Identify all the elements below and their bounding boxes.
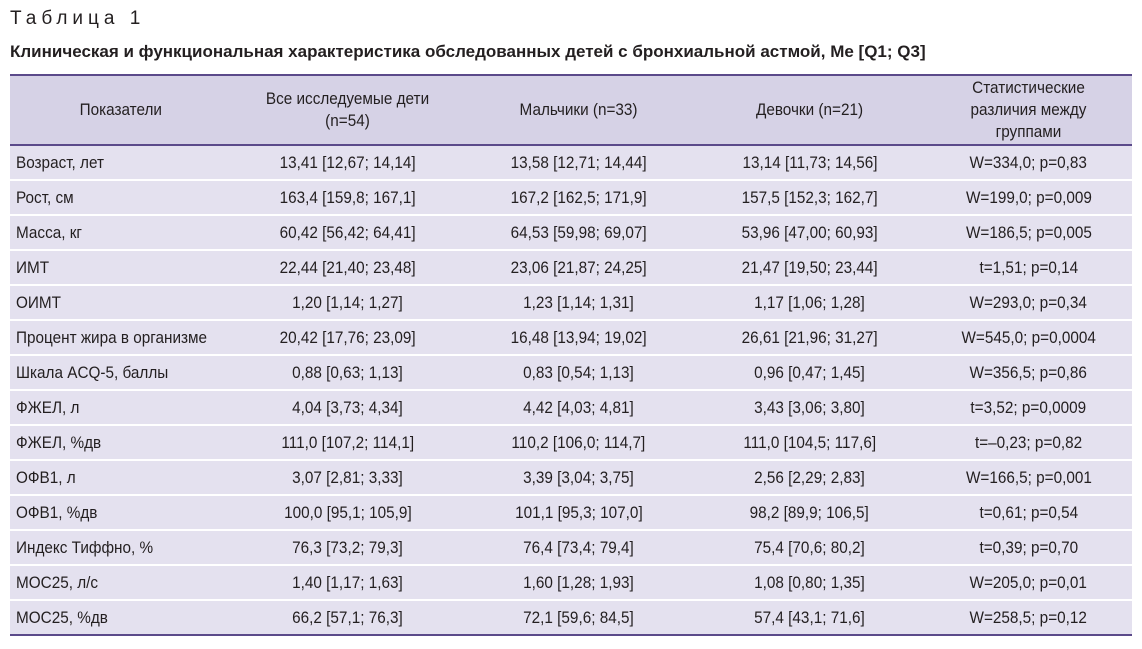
row-label: ОФВ1, %дв	[10, 495, 232, 531]
cell-statistics: W=199,0; p=0,009	[925, 180, 1132, 216]
cell-all-children: 3,07 [2,81; 3,33]	[232, 460, 463, 496]
cell-all-children: 76,3 [73,2; 79,3]	[232, 530, 463, 566]
column-header-indicators: Показатели	[10, 74, 232, 146]
row-label: Шкала ACQ-5, баллы	[10, 355, 232, 391]
cell-all-children: 4,04 [3,73; 4,34]	[232, 390, 463, 426]
cell-all-children: 1,40 [1,17; 1,63]	[232, 565, 463, 601]
cell-boys: 13,58 [12,71; 14,44]	[463, 145, 694, 181]
column-header-boys: Мальчики (n=33)	[463, 74, 694, 146]
table-row: ИМТ 22,44 [21,40; 23,48] 23,06 [21,87; 24,…	[10, 250, 1132, 286]
cell-all-children: 0,88 [0,63; 1,13]	[232, 355, 463, 391]
cell-girls: 53,96 [47,00; 60,93]	[694, 215, 925, 251]
cell-girls: 1,08 [0,80; 1,35]	[694, 565, 925, 601]
cell-boys: 76,4 [73,4; 79,4]	[463, 530, 694, 566]
cell-boys: 101,1 [95,3; 107,0]	[463, 495, 694, 531]
table-header: Показатели Все исследуемые дети (n=54) М…	[10, 74, 1132, 146]
data-table: Показатели Все исследуемые дети (n=54) М…	[10, 74, 1132, 636]
row-label: ФЖЕЛ, л	[10, 390, 232, 426]
table-row: Рост, см 163,4 [159,8; 167,1] 167,2 [162,5…	[10, 180, 1132, 216]
table-number: Таблица 1	[10, 8, 146, 29]
cell-all-children: 13,41 [12,67; 14,14]	[232, 145, 463, 181]
cell-girls: 111,0 [104,5; 117,6]	[694, 425, 925, 461]
table-row: Масса, кг 60,42 [56,42; 64,41] 64,53 [59,9…	[10, 215, 1132, 251]
cell-girls: 75,4 [70,6; 80,2]	[694, 530, 925, 566]
cell-all-children: 163,4 [159,8; 167,1]	[232, 180, 463, 216]
cell-statistics: t=0,39; p=0,70	[925, 530, 1132, 566]
row-label: МОС25, %дв	[10, 600, 232, 636]
row-label: Рост, см	[10, 180, 232, 216]
cell-boys: 1,60 [1,28; 1,93]	[463, 565, 694, 601]
table-row: Возраст, лет 13,41 [12,67; 14,14] 13,58 [1…	[10, 145, 1132, 181]
table-body: Возраст, лет 13,41 [12,67; 14,14] 13,58 [1…	[10, 145, 1132, 636]
cell-all-children: 100,0 [95,1; 105,9]	[232, 495, 463, 531]
row-label: ОФВ1, л	[10, 460, 232, 496]
cell-girls: 2,56 [2,29; 2,83]	[694, 460, 925, 496]
cell-boys: 3,39 [3,04; 3,75]	[463, 460, 694, 496]
table-row: ОИМТ 1,20 [1,14; 1,27] 1,23 [1,14; 1,31] 1,…	[10, 285, 1132, 321]
row-label: ФЖЕЛ, %дв	[10, 425, 232, 461]
cell-boys: 1,23 [1,14; 1,31]	[463, 285, 694, 321]
cell-girls: 57,4 [43,1; 71,6]	[694, 600, 925, 636]
row-label: МОС25, л/с	[10, 565, 232, 601]
cell-statistics: t=3,52; p=0,0009	[925, 390, 1132, 426]
cell-all-children: 22,44 [21,40; 23,48]	[232, 250, 463, 286]
row-label: Масса, кг	[10, 215, 232, 251]
cell-all-children: 20,42 [17,76; 23,09]	[232, 320, 463, 356]
cell-all-children: 66,2 [57,1; 76,3]	[232, 600, 463, 636]
table-row: Процент жира в организме 20,42 [17,76; 23…	[10, 320, 1132, 356]
table-row: Шкала ACQ-5, баллы 0,88 [0,63; 1,13] 0,83 …	[10, 355, 1132, 391]
table-row: ОФВ1, %дв 100,0 [95,1; 105,9] 101,1 [95,3;…	[10, 495, 1132, 531]
cell-statistics: W=205,0; p=0,01	[925, 565, 1132, 601]
cell-statistics: W=166,5; p=0,001	[925, 460, 1132, 496]
cell-girls: 157,5 [152,3; 162,7]	[694, 180, 925, 216]
cell-girls: 1,17 [1,06; 1,28]	[694, 285, 925, 321]
cell-boys: 23,06 [21,87; 24,25]	[463, 250, 694, 286]
cell-all-children: 60,42 [56,42; 64,41]	[232, 215, 463, 251]
cell-statistics: W=545,0; p=0,0004	[925, 320, 1132, 356]
row-label: ОИМТ	[10, 285, 232, 321]
table-row: ОФВ1, л 3,07 [2,81; 3,33] 3,39 [3,04; 3,75…	[10, 460, 1132, 496]
column-header-all-children: Все исследуемые дети (n=54)	[232, 74, 463, 146]
cell-girls: 98,2 [89,9; 106,5]	[694, 495, 925, 531]
cell-girls: 26,61 [21,96; 31,27]	[694, 320, 925, 356]
cell-statistics: W=356,5; p=0,86	[925, 355, 1132, 391]
cell-boys: 110,2 [106,0; 114,7]	[463, 425, 694, 461]
row-label: Индекс Тиффно, %	[10, 530, 232, 566]
cell-statistics: t=–0,23; p=0,82	[925, 425, 1132, 461]
table-row: МОС25, %дв 66,2 [57,1; 76,3] 72,1 [59,6; 8…	[10, 600, 1132, 636]
column-header-girls: Девочки (n=21)	[694, 74, 925, 146]
cell-statistics: W=334,0; p=0,83	[925, 145, 1132, 181]
cell-all-children: 1,20 [1,14; 1,27]	[232, 285, 463, 321]
table-title: Клиническая и функциональная характерист…	[10, 42, 926, 61]
cell-girls: 0,96 [0,47; 1,45]	[694, 355, 925, 391]
cell-girls: 21,47 [19,50; 23,44]	[694, 250, 925, 286]
cell-statistics: W=186,5; p=0,005	[925, 215, 1132, 251]
cell-boys: 0,83 [0,54; 1,13]	[463, 355, 694, 391]
cell-boys: 4,42 [4,03; 4,81]	[463, 390, 694, 426]
table-row: МОС25, л/с 1,40 [1,17; 1,63] 1,60 [1,28; 1…	[10, 565, 1132, 601]
cell-statistics: W=258,5; p=0,12	[925, 600, 1132, 636]
cell-boys: 16,48 [13,94; 19,02]	[463, 320, 694, 356]
cell-all-children: 111,0 [107,2; 114,1]	[232, 425, 463, 461]
row-label: Возраст, лет	[10, 145, 232, 181]
cell-statistics: W=293,0; p=0,34	[925, 285, 1132, 321]
table-row: ФЖЕЛ, л 4,04 [3,73; 4,34] 4,42 [4,03; 4,81…	[10, 390, 1132, 426]
row-label: ИМТ	[10, 250, 232, 286]
cell-girls: 3,43 [3,06; 3,80]	[694, 390, 925, 426]
cell-statistics: t=1,51; p=0,14	[925, 250, 1132, 286]
table-row: ФЖЕЛ, %дв 111,0 [107,2; 114,1] 110,2 [106,…	[10, 425, 1132, 461]
table-row: Индекс Тиффно, % 76,3 [73,2; 79,3] 76,4 [7…	[10, 530, 1132, 566]
column-header-statistics: Статистические различия между группами	[925, 74, 1132, 146]
cell-boys: 167,2 [162,5; 171,9]	[463, 180, 694, 216]
cell-girls: 13,14 [11,73; 14,56]	[694, 145, 925, 181]
header-row: Показатели Все исследуемые дети (n=54) М…	[10, 74, 1132, 146]
cell-boys: 64,53 [59,98; 69,07]	[463, 215, 694, 251]
cell-statistics: t=0,61; p=0,54	[925, 495, 1132, 531]
row-label: Процент жира в организме	[10, 320, 232, 356]
cell-boys: 72,1 [59,6; 84,5]	[463, 600, 694, 636]
